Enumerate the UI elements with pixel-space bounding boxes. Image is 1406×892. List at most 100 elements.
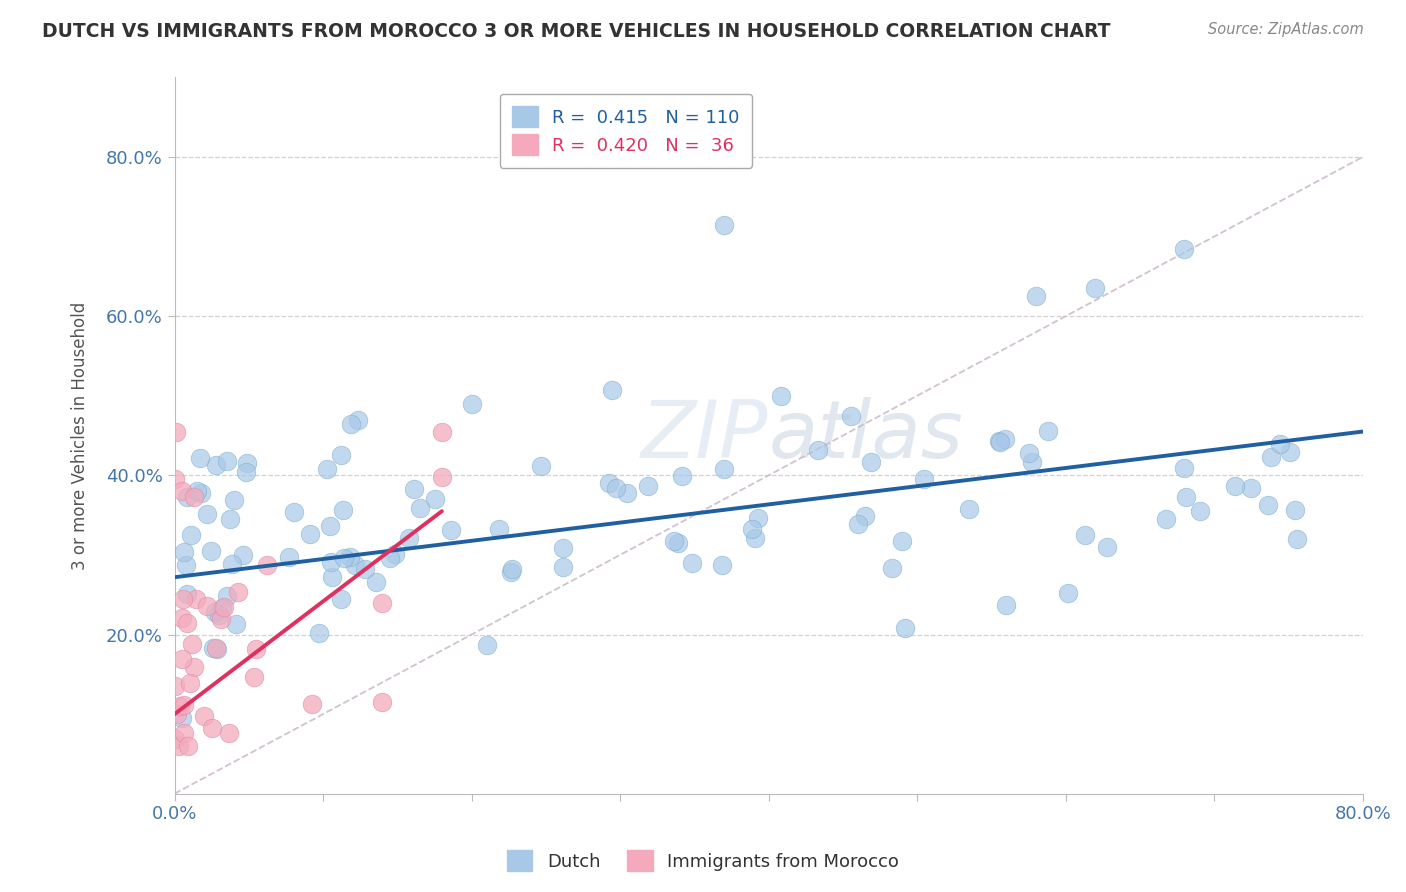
Point (713, 218, 735, 232)
Point (316, 462, 339, 476)
Point (235, 466, 257, 480)
Point (616, 486, 638, 500)
Point (221, 557, 243, 571)
Point (501, 562, 523, 576)
Point (344, 558, 367, 572)
Point (807, 443, 830, 458)
Point (839, 409, 862, 423)
Point (681, 556, 703, 570)
Point (321, 555, 343, 569)
Point (205, 641, 228, 656)
Point (402, 482, 425, 496)
Point (430, 425, 453, 439)
Point (176, 587, 198, 601)
Point (1018, 446, 1040, 460)
Point (330, 448, 353, 462)
Point (666, 536, 689, 550)
Point (301, 697, 323, 711)
Point (165, 731, 187, 746)
Point (430, 470, 453, 484)
Legend: Dutch, Immigrants from Morocco: Dutch, Immigrants from Morocco (499, 843, 907, 879)
Point (384, 547, 406, 561)
Point (202, 640, 225, 655)
Point (212, 599, 235, 614)
Point (605, 481, 627, 495)
Point (308, 626, 330, 640)
Point (163, 472, 186, 486)
Point (225, 617, 247, 632)
Point (1284, 503, 1306, 517)
Point (1175, 490, 1198, 504)
Point (197, 507, 219, 521)
Point (488, 522, 510, 536)
Point (329, 591, 352, 606)
Point (477, 638, 499, 652)
Point (347, 413, 370, 427)
Point (256, 558, 278, 573)
Point (890, 534, 912, 549)
Point (1074, 528, 1097, 542)
Point (170, 484, 193, 499)
Point (664, 534, 686, 549)
Point (242, 670, 264, 684)
Point (1056, 585, 1078, 599)
Point (245, 641, 267, 656)
Point (218, 726, 240, 740)
Point (1257, 498, 1279, 512)
Point (912, 472, 935, 486)
Text: DUTCH VS IMMIGRANTS FROM MOROCCO 3 OR MORE VEHICLES IN HOUSEHOLD CORRELATION CHA: DUTCH VS IMMIGRANTS FROM MOROCCO 3 OR MO… (42, 22, 1111, 41)
Point (880, 560, 903, 574)
Point (894, 621, 917, 635)
Point (176, 491, 198, 505)
Point (366, 575, 388, 590)
Point (193, 709, 215, 723)
Point (1240, 481, 1263, 495)
Point (186, 591, 208, 606)
Point (378, 551, 401, 566)
Point (283, 505, 305, 519)
Point (440, 523, 463, 537)
Point (224, 493, 246, 508)
Point (204, 458, 226, 472)
Point (209, 612, 232, 626)
Point (499, 566, 522, 580)
Point (1188, 504, 1211, 518)
Point (409, 500, 432, 515)
Point (217, 589, 239, 603)
Point (1173, 242, 1195, 256)
Point (183, 660, 205, 674)
Point (1223, 478, 1246, 492)
Point (170, 711, 193, 725)
Y-axis label: 3 or more Vehicles in Household: 3 or more Vehicles in Household (72, 301, 89, 570)
Point (332, 503, 354, 517)
Point (553, 560, 575, 574)
Point (713, 461, 735, 475)
Point (987, 434, 1010, 449)
Point (995, 599, 1018, 613)
Point (994, 432, 1017, 446)
Point (398, 531, 420, 545)
Point (600, 384, 623, 398)
Point (846, 516, 869, 531)
Point (461, 397, 484, 411)
Point (179, 676, 201, 690)
Point (186, 483, 208, 498)
Point (232, 548, 254, 562)
Point (1036, 424, 1059, 438)
Point (180, 528, 202, 542)
Point (190, 486, 212, 500)
Point (340, 417, 363, 431)
Point (744, 531, 766, 545)
Point (637, 479, 659, 493)
Point (165, 679, 187, 693)
Point (165, 425, 187, 439)
Point (769, 389, 792, 403)
Point (425, 492, 447, 507)
Point (173, 545, 195, 559)
Point (598, 476, 620, 491)
Point (299, 527, 322, 541)
Point (278, 549, 301, 564)
Point (219, 512, 242, 526)
Text: ZIP: ZIP (641, 397, 769, 475)
Point (530, 458, 553, 473)
